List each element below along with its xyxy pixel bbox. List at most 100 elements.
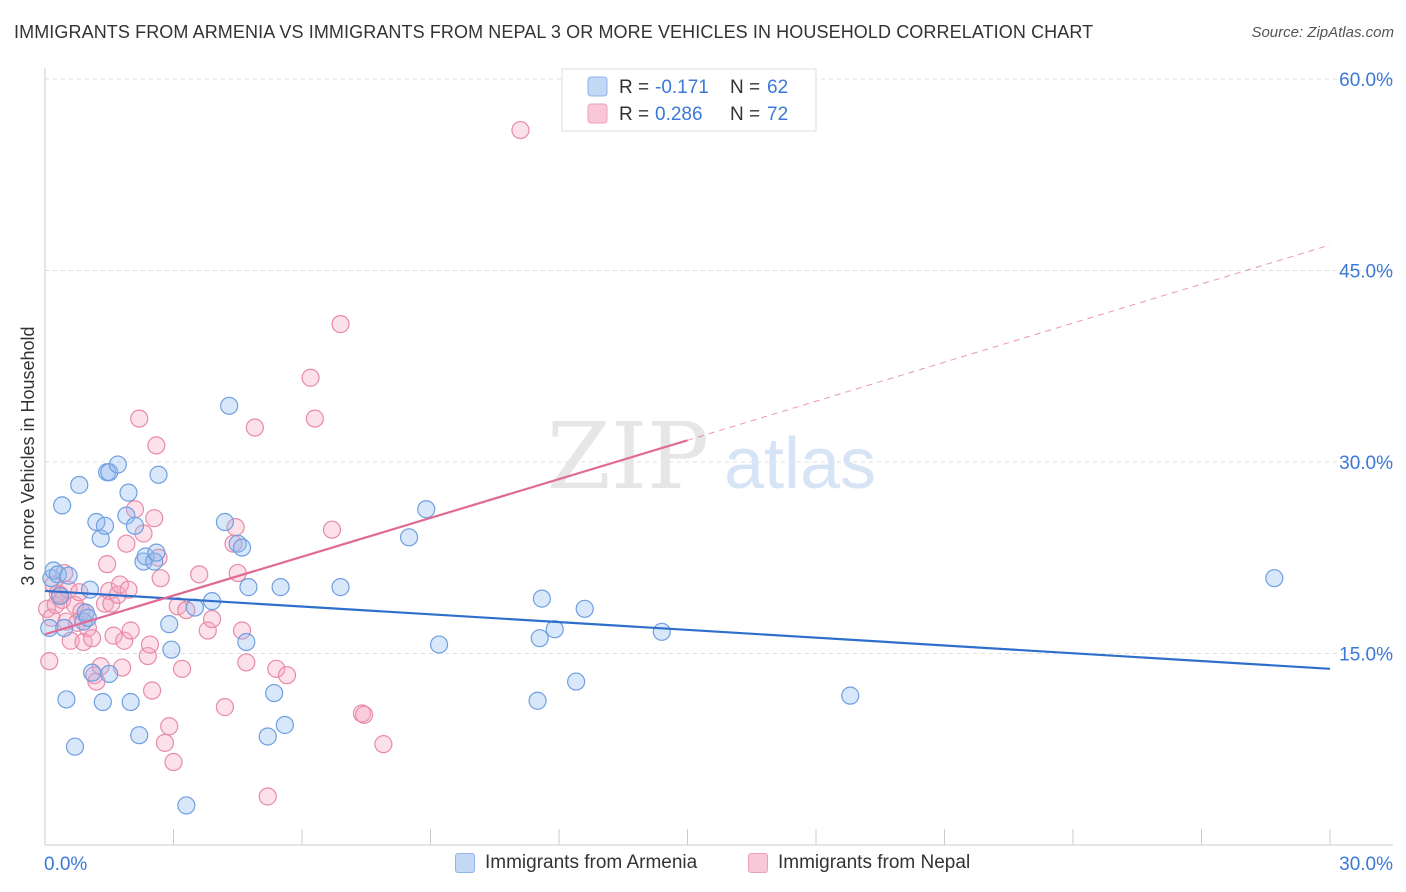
- point-nepal: [147, 436, 166, 455]
- point-nepal: [119, 580, 138, 599]
- point-armenia: [429, 635, 449, 654]
- legend-label-armenia: Immigrants from Armenia: [485, 852, 698, 873]
- watermark: ZIP atlas: [547, 403, 876, 510]
- point-armenia: [399, 528, 419, 547]
- trend-lines: [44, 244, 1331, 670]
- point-armenia: [232, 538, 252, 557]
- legend-swatch-nepal: [587, 103, 608, 124]
- y-tick-label: 60.0%: [1339, 70, 1393, 91]
- point-armenia: [121, 692, 140, 712]
- grid-lines: [45, 78, 1393, 654]
- point-armenia: [239, 578, 258, 597]
- point-nepal: [237, 653, 256, 672]
- source-credit: Source: ZipAtlas.com: [1251, 24, 1394, 41]
- legend-n-label-armenia: N =: [730, 77, 760, 98]
- point-armenia: [528, 691, 547, 710]
- point-nepal: [202, 609, 222, 629]
- point-nepal: [258, 787, 277, 806]
- point-armenia: [59, 566, 78, 585]
- point-nepal: [117, 534, 136, 553]
- legend-bottom: Immigrants from Armenia Immigrants from …: [0, 852, 1406, 878]
- point-armenia: [1265, 569, 1284, 588]
- point-nepal: [40, 652, 59, 671]
- point-armenia: [108, 455, 127, 474]
- point-armenia: [125, 516, 145, 535]
- point-armenia: [575, 599, 594, 618]
- point-nepal: [322, 520, 342, 539]
- trendline-nepal-dashed: [687, 244, 1331, 441]
- point-nepal: [151, 569, 170, 588]
- legend-swatch-armenia: [455, 853, 475, 873]
- point-armenia: [136, 547, 155, 566]
- point-armenia: [215, 512, 234, 532]
- chart-title: IMMIGRANTS FROM ARMENIA VS IMMIGRANTS FR…: [14, 22, 1094, 42]
- point-armenia: [532, 589, 551, 608]
- point-armenia: [65, 737, 85, 756]
- y-tick-label: 15.0%: [1339, 645, 1393, 666]
- point-armenia: [652, 622, 671, 641]
- point-nepal: [104, 626, 123, 645]
- point-nepal: [142, 681, 162, 700]
- point-armenia: [130, 726, 149, 745]
- point-armenia: [417, 500, 436, 519]
- legend-item-nepal: Immigrants from Nepal: [748, 852, 970, 874]
- point-armenia: [93, 692, 112, 712]
- watermark-zip: ZIP: [547, 403, 709, 510]
- point-armenia: [50, 586, 70, 606]
- legend-swatch-nepal: [748, 853, 768, 873]
- legend-item-armenia: Immigrants from Armenia: [455, 852, 697, 874]
- point-nepal: [130, 409, 149, 428]
- point-armenia: [177, 796, 196, 815]
- point-nepal: [245, 418, 264, 437]
- point-nepal: [164, 752, 183, 772]
- point-nepal: [121, 621, 140, 640]
- point-armenia: [162, 640, 181, 659]
- legend-r-value-armenia: -0.171: [655, 77, 709, 98]
- y-axis-label: 3 or more Vehicles in Household: [18, 326, 38, 585]
- point-armenia: [95, 516, 115, 535]
- point-nepal: [215, 698, 234, 717]
- point-nepal: [277, 666, 297, 685]
- point-nepal: [38, 599, 57, 618]
- point-nepal: [190, 565, 209, 584]
- point-nepal: [355, 705, 374, 724]
- point-armenia: [567, 672, 586, 691]
- point-nepal: [115, 631, 134, 650]
- point-armenia: [271, 578, 290, 597]
- point-armenia: [160, 615, 179, 634]
- legend-label-nepal: Immigrants from Nepal: [778, 852, 971, 873]
- point-nepal: [74, 632, 93, 652]
- point-nepal: [110, 575, 130, 594]
- point-armenia: [237, 632, 256, 652]
- point-nepal: [155, 733, 175, 752]
- point-nepal: [232, 621, 252, 640]
- point-nepal: [145, 509, 164, 528]
- point-armenia: [80, 580, 100, 599]
- point-nepal: [98, 555, 117, 574]
- x-tick-label: 30.0%: [1339, 854, 1393, 875]
- legend-n-value-armenia: 62: [767, 77, 788, 98]
- point-armenia: [275, 715, 294, 735]
- point-armenia: [265, 683, 284, 703]
- tick-labels: 15.0% 30.0% 45.0% 60.0% 0.0% 30.0%: [44, 70, 1393, 875]
- watermark-atlas: atlas: [724, 424, 876, 504]
- trendline-nepal-solid: [44, 439, 688, 636]
- point-nepal: [140, 635, 160, 654]
- legend-n-label-nepal: N =: [730, 104, 760, 125]
- point-nepal: [267, 659, 286, 678]
- point-nepal: [160, 717, 179, 736]
- point-armenia: [87, 512, 106, 532]
- legend-swatch-armenia: [587, 76, 608, 97]
- point-nepal: [305, 409, 324, 428]
- point-armenia: [119, 483, 138, 502]
- point-nepal: [172, 659, 192, 678]
- point-armenia: [220, 396, 239, 415]
- x-tick-label: 0.0%: [44, 854, 87, 875]
- legend-r-value-nepal: 0.286: [655, 104, 703, 125]
- point-armenia: [185, 598, 205, 617]
- point-armenia: [841, 686, 860, 705]
- point-armenia: [149, 465, 168, 484]
- y-tick-label: 45.0%: [1339, 262, 1393, 283]
- point-armenia: [83, 663, 102, 682]
